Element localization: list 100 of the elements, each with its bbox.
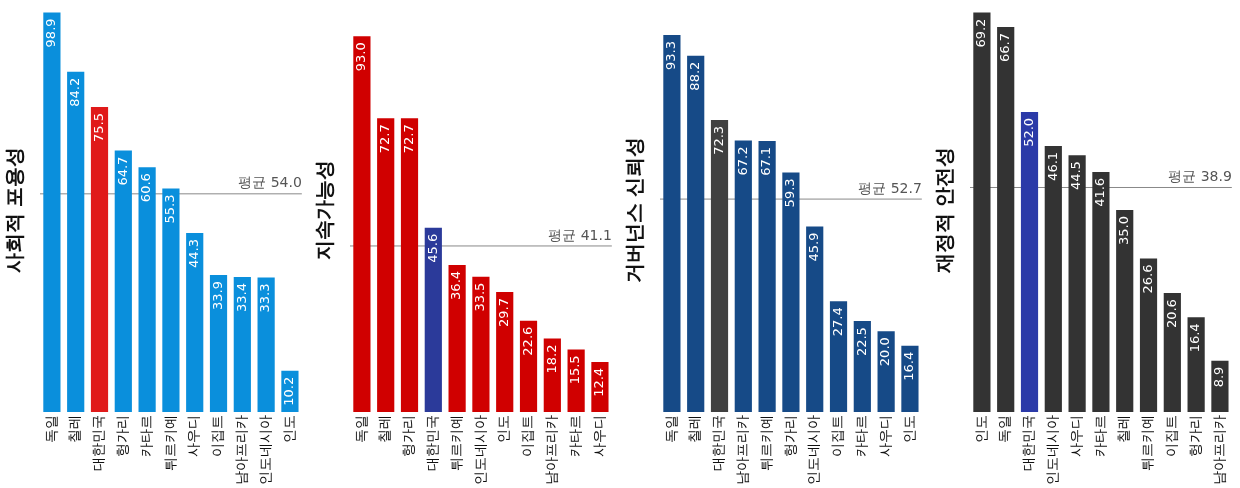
bar	[496, 292, 514, 412]
data-label: 20.6	[1163, 299, 1179, 329]
bar	[806, 226, 824, 412]
data-label: 12.4	[591, 367, 607, 397]
bar	[209, 275, 228, 412]
x-tick-label: 인도네시아	[805, 415, 822, 485]
y-axis-title: 재정적 안전성	[932, 146, 957, 275]
data-label: 16.4	[901, 351, 917, 381]
data-label: 44.5	[1068, 161, 1084, 191]
bar	[1044, 145, 1062, 412]
x-tick-label: 카타르	[137, 415, 154, 457]
data-label: 72.7	[377, 124, 393, 154]
bar	[1020, 111, 1039, 412]
data-label: 64.7	[114, 156, 130, 186]
bar	[353, 36, 371, 412]
x-tick-label: 사우디	[590, 415, 607, 457]
data-label: 88.2	[687, 61, 703, 91]
data-label: 16.4	[1187, 323, 1203, 353]
x-tick-label: 인도네시아	[256, 415, 273, 485]
data-label: 33.3	[257, 283, 273, 313]
bar	[448, 264, 466, 412]
ref-line-label: 평균 54.0	[238, 174, 302, 191]
x-tick-label: 이집트	[1162, 415, 1179, 457]
bar	[782, 172, 800, 412]
data-label: 98.9	[43, 18, 59, 48]
data-label: 10.2	[281, 376, 297, 406]
bar	[1092, 171, 1110, 412]
x-tick-label: 카타르	[1091, 415, 1108, 457]
x-tick-label: 독일	[352, 415, 369, 443]
data-label: 45.6	[424, 233, 440, 263]
bar	[1139, 258, 1158, 412]
data-label: 52.0	[1020, 117, 1036, 147]
y-axis-title: 지속가능성	[312, 160, 337, 260]
x-tick-label: 인도	[280, 415, 297, 443]
x-tick-label: 남아프리카	[542, 415, 559, 485]
bar	[663, 35, 681, 412]
x-tick-label: 사우디	[1067, 415, 1084, 457]
data-label: 36.4	[448, 270, 464, 300]
bar	[257, 277, 275, 412]
bar	[43, 12, 61, 412]
data-label: 67.2	[734, 146, 750, 176]
data-label: 66.7	[997, 33, 1013, 62]
data-label: 72.3	[710, 125, 726, 155]
bar	[162, 188, 180, 412]
bar	[90, 106, 109, 412]
bar	[1211, 360, 1229, 412]
bar	[758, 140, 776, 412]
data-label: 93.3	[663, 41, 679, 71]
bar	[734, 140, 752, 412]
bar	[710, 119, 729, 412]
x-tick-label: 남아프리카	[232, 415, 249, 485]
x-tick-label: 튀르키예	[1139, 415, 1156, 471]
data-label: 33.4	[233, 283, 249, 313]
data-label: 22.5	[853, 327, 869, 357]
bar	[973, 12, 991, 412]
bar	[67, 71, 85, 412]
data-label: 55.3	[162, 194, 178, 224]
data-label: 69.2	[973, 18, 989, 48]
data-label: 22.6	[519, 326, 535, 356]
data-label: 8.9	[1211, 366, 1227, 388]
bar	[519, 320, 538, 412]
data-label: 60.6	[138, 173, 154, 203]
x-tick-label: 카타르	[566, 415, 583, 457]
x-tick-label: 인도	[972, 415, 989, 443]
data-label: 15.5	[567, 355, 583, 385]
x-tick-label: 인도	[900, 415, 917, 443]
data-label: 84.2	[67, 77, 83, 107]
bar	[687, 55, 705, 412]
ref-line-label: 평균 52.7	[858, 179, 922, 196]
x-tick-label: 독일	[42, 415, 59, 443]
data-label: 33.9	[209, 281, 225, 310]
data-label: 46.1	[1044, 151, 1060, 181]
bar	[1187, 317, 1205, 412]
x-tick-label: 대한민국	[1020, 415, 1037, 471]
x-tick-label: 인도네시아	[1043, 415, 1060, 485]
x-tick-label: 독일	[996, 415, 1013, 443]
bar	[853, 321, 871, 412]
data-label: 29.7	[496, 298, 512, 327]
x-tick-label: 이집트	[519, 415, 536, 457]
bar	[1116, 210, 1134, 412]
x-tick-label: 튀르키예	[447, 415, 464, 471]
data-label: 72.7	[400, 124, 416, 154]
bar	[829, 301, 848, 412]
x-tick-label: 대한민국	[90, 415, 107, 471]
x-tick-label: 칠레	[686, 415, 703, 443]
ref-line-label: 평균 41.1	[548, 226, 612, 243]
x-tick-label: 사우디	[876, 415, 893, 457]
data-label: 26.6	[1139, 264, 1155, 294]
y-axis-title: 사회적 포용성	[2, 146, 27, 274]
data-label: 27.4	[829, 307, 845, 337]
x-tick-label: 헝가리	[781, 415, 798, 457]
x-tick-label: 이집트	[209, 415, 226, 457]
data-label: 93.0	[353, 42, 369, 72]
x-tick-label: 인도	[495, 415, 512, 443]
x-tick-label: 튀르키예	[757, 415, 774, 471]
data-label: 44.3	[186, 239, 202, 268]
x-tick-label: 남아프리카	[733, 415, 750, 485]
bar	[997, 27, 1015, 412]
x-tick-label: 헝가리	[113, 415, 130, 457]
bar	[233, 277, 251, 412]
